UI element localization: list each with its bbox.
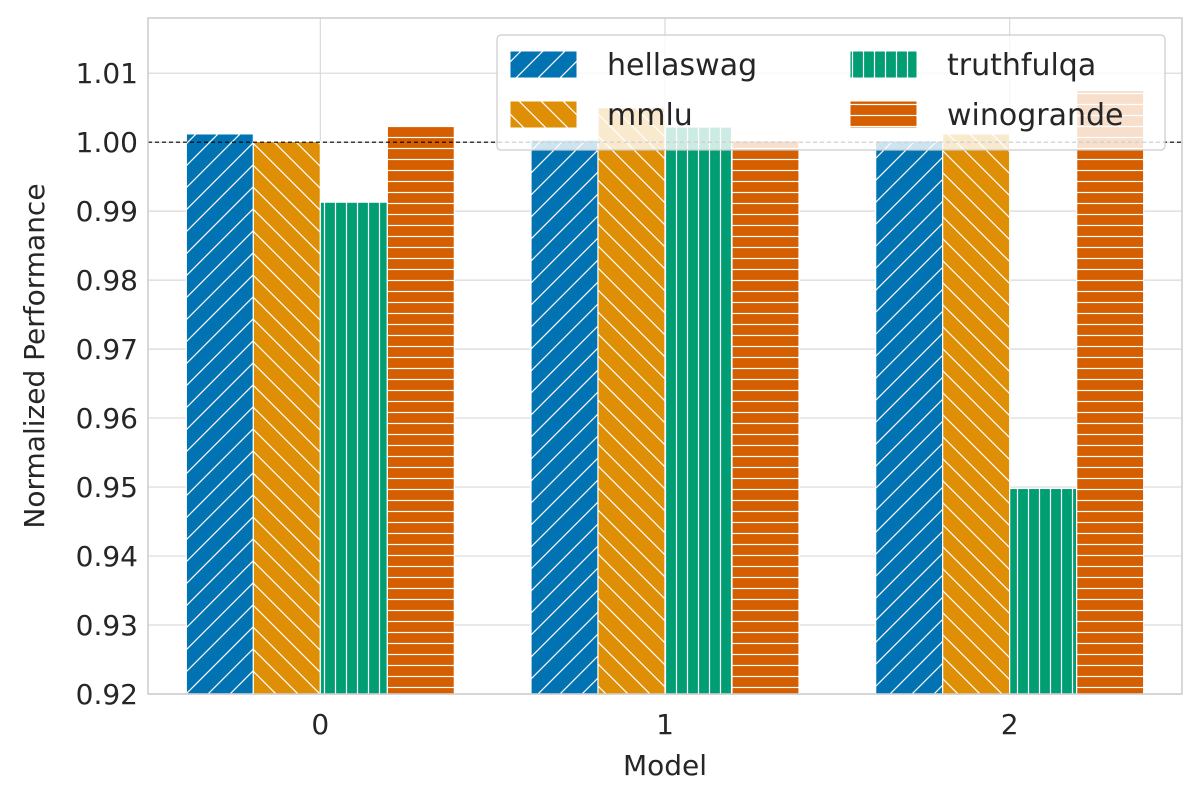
bar-winogrande-2 — [1076, 89, 1145, 695]
legend-swatch-hatch — [849, 50, 918, 79]
y-axis-ticks: 0.92 0.93 0.94 0.95 0.96 0.97 0.98 0.99 1.00 1.01 — [76, 57, 138, 711]
bar-hatch — [942, 133, 1011, 695]
bar-hatch — [319, 201, 388, 695]
bar-mmlu-0 — [252, 140, 321, 695]
y-tick-label: 0.98 — [76, 264, 138, 297]
legend: hellaswag mmlu truthfulqa winogrande — [496, 34, 1166, 151]
bar-truthfulqa-0 — [319, 201, 388, 695]
x-tick-label: 1 — [656, 708, 674, 741]
bar-hatch — [1076, 89, 1145, 695]
y-tick-label: 0.93 — [76, 609, 138, 642]
y-tick-label: 1.01 — [76, 57, 138, 90]
y-tick-label: 0.95 — [76, 471, 138, 504]
bar-truthfulqa-2 — [1009, 487, 1078, 695]
legend-swatch-hatch — [849, 100, 918, 129]
bar-winogrande-0 — [386, 125, 455, 695]
bar-mmlu-2 — [942, 133, 1011, 695]
y-tick-label: 0.94 — [76, 540, 138, 573]
y-tick-label: 0.96 — [76, 402, 138, 435]
bar-hatch — [731, 140, 800, 695]
bar-hellaswag-1 — [530, 139, 599, 695]
bar-truthfulqa-1 — [664, 126, 733, 695]
legend-item-winogrande: winogrande — [849, 98, 1124, 133]
bar-mmlu-1 — [597, 107, 666, 695]
legend-item-truthfulqa: truthfulqa — [849, 48, 1096, 83]
legend-item-hellaswag: hellaswag — [509, 48, 757, 83]
bar-hatch — [664, 126, 733, 695]
bar-hatch — [1009, 487, 1078, 695]
bar-hatch — [386, 125, 455, 695]
bar-hatch — [875, 140, 944, 695]
legend-frame — [496, 34, 1166, 151]
legend-swatch-hatch — [509, 100, 578, 129]
legend-item-mmlu: mmlu — [509, 98, 693, 133]
legend-label: truthfulqa — [947, 48, 1096, 83]
y-tick-label: 0.99 — [76, 195, 138, 228]
x-axis-label: Model — [623, 749, 707, 782]
y-tick-label: 0.97 — [76, 333, 138, 366]
bar-hatch — [185, 133, 254, 695]
bar-hellaswag-2 — [875, 140, 944, 695]
plot-frame — [147, 17, 1183, 695]
legend-label: hellaswag — [607, 48, 757, 83]
bar-hatch — [597, 107, 666, 695]
y-tick-label: 1.00 — [76, 126, 138, 159]
legend-label: winogrande — [947, 98, 1124, 133]
x-tick-label: 2 — [1001, 708, 1019, 741]
legend-label: mmlu — [607, 98, 693, 133]
legend-swatch-hatch — [509, 50, 578, 79]
y-axis-label: Normalized Performance — [18, 183, 51, 528]
x-axis-ticks: 0 1 2 — [311, 708, 1018, 741]
bars-group — [185, 89, 1145, 695]
bar-hellaswag-0 — [185, 133, 254, 695]
x-tick-label: 0 — [311, 708, 329, 741]
bar-hatch — [252, 140, 321, 695]
bar-hatch — [530, 139, 599, 695]
y-tick-label: 0.92 — [76, 678, 138, 711]
bar-winogrande-1 — [731, 140, 800, 695]
